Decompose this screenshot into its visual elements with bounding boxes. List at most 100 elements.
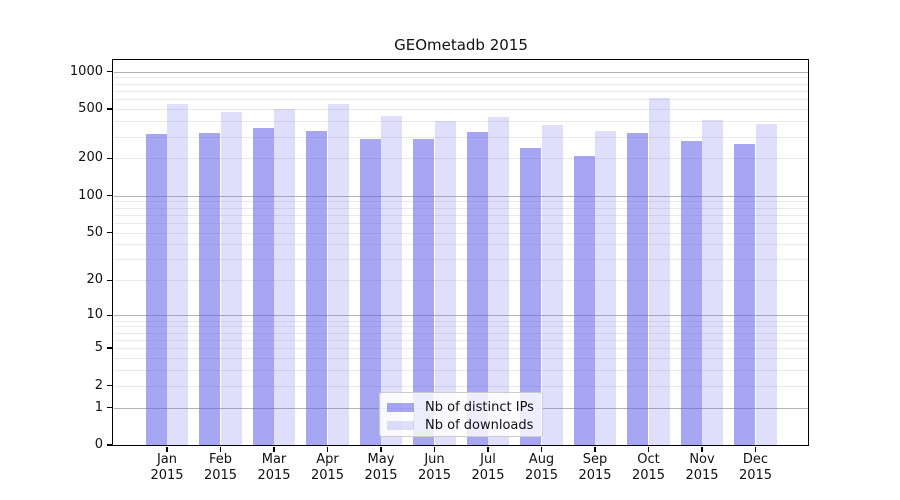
x-tick-label-feb: Feb 2015	[203, 452, 238, 483]
x-tick-mar	[273, 446, 275, 452]
legend-label-downloads: Nb of downloads	[425, 417, 534, 433]
bar-nb-of-distinct-ips-dec	[734, 144, 756, 445]
y-tick-1	[107, 406, 112, 409]
y-tick-1000	[107, 70, 112, 73]
y-tick-0	[107, 444, 112, 446]
x-tick-label-aug: Aug 2015	[524, 452, 559, 483]
minor-gridline-4	[113, 358, 809, 360]
y-tick-500	[107, 108, 112, 110]
bar-nb-of-distinct-ips-jun	[413, 139, 435, 445]
bar-nb-of-downloads-nov	[702, 120, 724, 445]
y-tick-label-100: 100	[78, 187, 103, 203]
y-tick-10	[107, 314, 112, 317]
major-gridline-1000	[113, 71, 809, 73]
y-tick-50	[107, 231, 112, 234]
bar-nb-of-downloads-aug	[541, 125, 563, 445]
x-tick-label-jul: Jul 2015	[471, 452, 505, 483]
major-gridline-100	[113, 195, 809, 197]
bar-nb-of-downloads-apr	[327, 104, 349, 445]
major-gridline-10	[113, 315, 809, 317]
bar-nb-of-distinct-ips-jan	[145, 133, 167, 445]
x-tick-label-sep: Sep 2015	[578, 452, 612, 483]
x-tick-jul	[487, 446, 489, 452]
y-tick-label-20: 20	[86, 272, 103, 288]
bar-nb-of-distinct-ips-oct	[627, 133, 649, 445]
minor-gridline-50	[113, 232, 809, 234]
x-tick-feb	[219, 446, 222, 452]
y-tick-label-500: 500	[78, 101, 103, 117]
bar-nb-of-distinct-ips-may	[359, 139, 381, 445]
x-tick-sep	[594, 446, 596, 452]
y-tick-label-50: 50	[86, 224, 103, 240]
x-tick-apr	[326, 446, 329, 452]
minor-gridline-30	[113, 259, 809, 261]
bar-nb-of-downloads-dec	[755, 124, 777, 445]
legend-entry-distinct-ips: Nb of distinct IPs	[387, 398, 535, 416]
minor-gridline-400	[113, 121, 809, 123]
bar-nb-of-downloads-feb	[220, 112, 242, 445]
y-tick-20	[107, 279, 112, 282]
minor-gridline-8	[113, 326, 809, 328]
minor-gridline-600	[113, 99, 809, 101]
y-tick-label-5: 5	[94, 340, 103, 356]
x-tick-label-nov: Nov 2015	[685, 452, 719, 483]
bar-nb-of-downloads-jan	[167, 103, 189, 445]
x-tick-aug	[540, 446, 543, 452]
x-tick-label-may: May 2015	[364, 452, 398, 483]
legend-swatch-distinct-ips	[387, 402, 414, 412]
chart-title: GEOmetadb 2015	[394, 36, 528, 54]
y-tick-200	[107, 157, 112, 160]
x-tick-label-dec: Dec 2015	[738, 452, 773, 483]
minor-gridline-2	[113, 385, 809, 387]
bar-nb-of-distinct-ips-nov	[680, 141, 702, 445]
minor-gridline-7	[113, 332, 809, 334]
bar-nb-of-distinct-ips-feb	[199, 133, 221, 445]
x-tick-label-oct: Oct 2015	[631, 452, 666, 483]
y-tick-label-2: 2	[94, 377, 103, 393]
bar-nb-of-distinct-ips-apr	[306, 131, 328, 445]
x-tick-may	[380, 446, 382, 452]
minor-gridline-3	[113, 370, 809, 372]
x-tick-label-apr: Apr 2015	[310, 452, 345, 483]
minor-gridline-20	[113, 280, 809, 282]
minor-gridline-300	[113, 136, 809, 138]
y-tick-label-0: 0	[94, 437, 103, 452]
x-tick-dec	[754, 446, 757, 452]
legend-swatch-downloads	[387, 420, 414, 430]
x-tick-label-mar: Mar 2015	[257, 452, 291, 483]
minor-gridline-9	[113, 320, 809, 322]
minor-gridline-200	[113, 158, 809, 160]
minor-gridline-900	[113, 77, 809, 79]
bar-nb-of-distinct-ips-aug	[520, 147, 542, 445]
y-tick-label-10: 10	[86, 307, 103, 323]
y-tick-2	[107, 384, 112, 387]
bar-nb-of-downloads-jul	[488, 116, 510, 445]
y-tick-100	[107, 194, 112, 197]
minor-gridline-6	[113, 339, 809, 341]
x-tick-label-jan: Jan 2015	[150, 452, 184, 483]
minor-gridline-60	[113, 222, 809, 224]
bar-nb-of-downloads-jun	[434, 120, 456, 445]
bar-nb-of-downloads-mar	[274, 109, 296, 445]
x-tick-jan	[166, 446, 168, 452]
legend: Nb of distinct IPs Nb of downloads	[379, 392, 543, 437]
minor-gridline-80	[113, 207, 809, 209]
bar-nb-of-downloads-sep	[595, 130, 617, 445]
bar-nb-of-downloads-oct	[648, 98, 670, 445]
minor-gridline-5	[113, 348, 809, 350]
bar-nb-of-distinct-ips-mar	[252, 127, 274, 445]
y-tick-5	[107, 347, 112, 349]
x-tick-nov	[701, 446, 703, 452]
y-tick-label-1000: 1000	[69, 63, 103, 79]
y-tick-label-200: 200	[78, 150, 103, 166]
x-tick-jun	[433, 446, 436, 452]
minor-gridline-500	[113, 109, 809, 111]
bar-nb-of-distinct-ips-sep	[573, 155, 595, 445]
minor-gridline-40	[113, 244, 809, 246]
minor-gridline-90	[113, 201, 809, 203]
bar-nb-of-distinct-ips-jul	[466, 132, 488, 445]
bar-nb-of-downloads-may	[381, 115, 403, 445]
legend-entry-downloads: Nb of downloads	[387, 416, 535, 434]
